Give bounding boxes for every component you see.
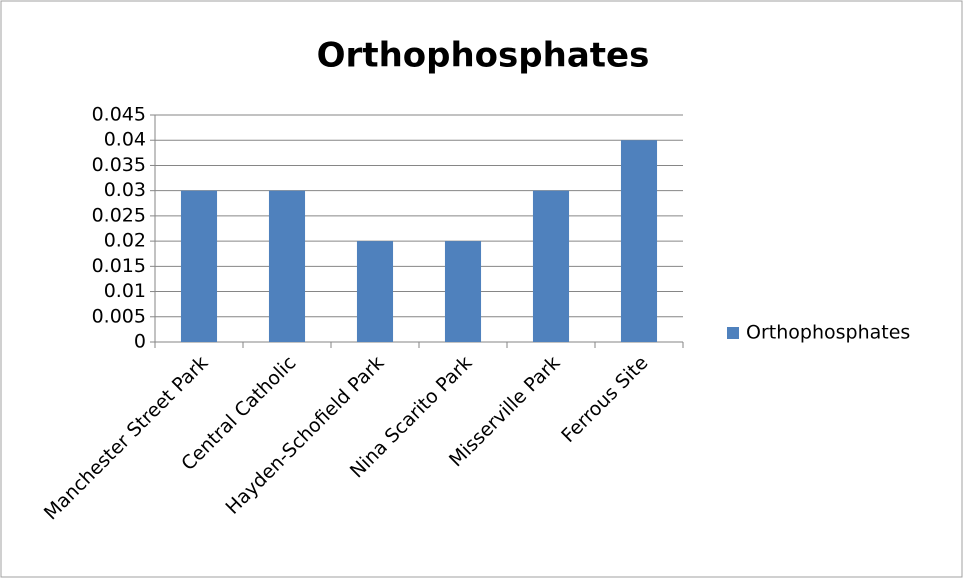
- bar: [356, 241, 394, 342]
- y-tick-label: 0: [134, 331, 146, 353]
- y-tick-label: 0.02: [104, 230, 146, 252]
- bar: [268, 190, 306, 342]
- y-tick-label: 0.045: [92, 104, 146, 126]
- y-tick-label: 0.01: [104, 280, 146, 302]
- chart-title: Orthophosphates: [317, 36, 650, 76]
- y-tick-label: 0.03: [104, 179, 146, 201]
- y-tick-label: 0.015: [92, 255, 146, 277]
- legend-swatch: [727, 327, 739, 339]
- bar: [180, 190, 218, 342]
- bar: [532, 190, 570, 342]
- y-tick-label: 0.025: [92, 204, 146, 226]
- bar: [444, 241, 482, 342]
- y-tick-label: 0.035: [92, 154, 146, 176]
- y-tick-label: 0.04: [104, 129, 146, 151]
- legend-label: Orthophosphates: [746, 322, 910, 344]
- y-tick-label: 0.005: [92, 305, 146, 327]
- bar: [620, 140, 658, 342]
